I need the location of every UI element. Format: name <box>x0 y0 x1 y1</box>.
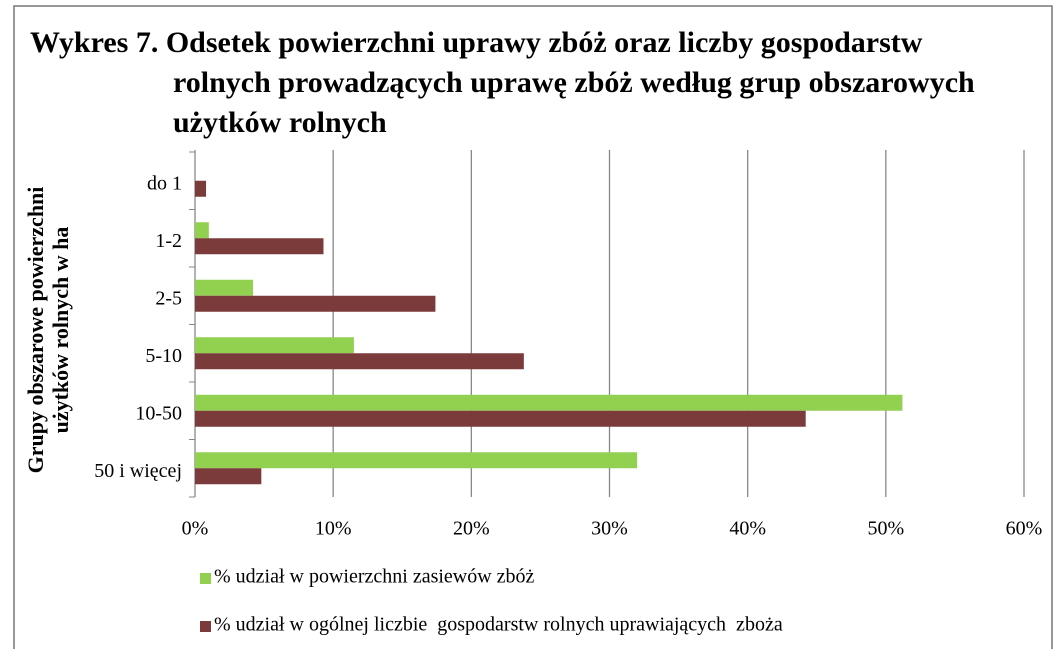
bar <box>195 222 209 239</box>
bar <box>195 410 806 427</box>
y-tick-label: 10-50 <box>135 402 182 424</box>
x-tick-label: 0% <box>182 518 209 540</box>
legend-label: % udział w ogólnej liczbie gospodarstw r… <box>214 614 783 636</box>
bar <box>195 180 207 197</box>
x-tick-label: 40% <box>729 518 766 540</box>
chart-frame <box>13 5 1053 649</box>
x-tick-label: 10% <box>315 518 352 540</box>
bar <box>195 295 436 312</box>
bar <box>195 279 254 296</box>
bar <box>195 452 638 469</box>
y-tick-label: 2-5 <box>155 287 182 309</box>
x-tick-label: 50% <box>867 518 904 540</box>
chart-title: rolnych prowadzących uprawę zbóż według … <box>173 66 975 99</box>
legend-label: % udział w powierzchni zasiewów zbóż <box>214 566 535 588</box>
y-axis-label-line: użytków rolnych w ha <box>48 227 73 434</box>
chart-title: Wykres 7. Odsetek powierzchni uprawy zbó… <box>30 26 923 59</box>
x-tick-label: 30% <box>591 518 628 540</box>
bar <box>195 337 354 354</box>
x-tick-label: 20% <box>453 518 490 540</box>
x-tick-label: 60% <box>1006 518 1043 540</box>
y-tick-label: do 1 <box>147 172 182 194</box>
bar <box>195 353 524 370</box>
y-tick-label: 1-2 <box>155 230 182 252</box>
y-axis-label-line: Grupy obszarowe powierzchni <box>23 187 48 474</box>
y-tick-label: 5-10 <box>145 345 182 367</box>
legend-swatch <box>200 621 211 632</box>
bar <box>195 238 324 255</box>
chart-title: użytków rolnych <box>173 106 387 139</box>
y-axis-label: Grupy obszarowe powierzchni użytków rolny… <box>23 187 73 474</box>
bar <box>195 468 262 485</box>
bar <box>195 394 903 411</box>
legend-swatch <box>200 573 211 584</box>
y-tick-label: 50 i więcej <box>94 460 182 482</box>
